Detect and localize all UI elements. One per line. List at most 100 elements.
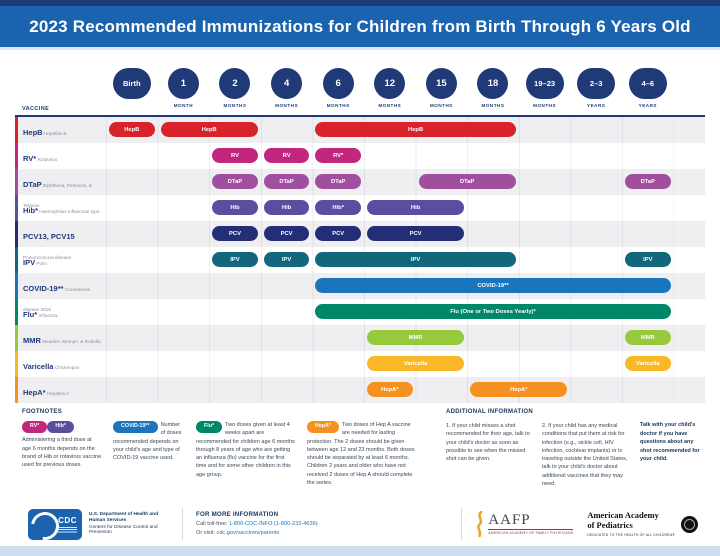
vaccine-bar: DTaP (212, 174, 258, 189)
vaccine-bar: PCV (263, 226, 310, 241)
age-column: 15 MONTHS (416, 68, 468, 108)
footnote-text: Two doses given at least 4 weeks apart a… (196, 422, 295, 478)
row-color-strip (15, 299, 18, 325)
cdc-line: Centers for Disease Control and Preventi… (89, 524, 158, 536)
vaccine-label: RV* Rotavirus (23, 147, 101, 167)
table-row: RV* Rotavirus RV RV RV* (15, 143, 705, 169)
more-info-heading: FOR MORE INFORMATION (196, 510, 279, 518)
vaccine-name: Flu* (23, 310, 38, 319)
age-circle: 4 (271, 68, 303, 99)
page-title: 2023 Recommended Immunizations for Child… (29, 16, 691, 36)
footnote-pill: COVID-19** (113, 421, 158, 434)
footnote-text: Two doses of Hep A vaccine are needed fo… (307, 422, 415, 486)
age-circle: 2–3 (577, 68, 616, 99)
vaccine-label: PCV13, PCV15 Pneumococcal disease (23, 225, 101, 265)
cdc-logo-text: CDC (58, 515, 77, 525)
row-color-strip (15, 351, 18, 377)
row-color-strip (15, 117, 18, 143)
age-circle: 19–23 (525, 68, 564, 99)
age-column: 19–23 MONTHS (519, 68, 571, 108)
aap-seal-icon (681, 515, 698, 533)
row-color-strip (15, 195, 18, 221)
age-sub-label: MONTH (173, 103, 194, 108)
footnote-item: RV* Hib* Administering a third dose at age… (22, 421, 102, 487)
vaccine-bar: Hib (367, 200, 465, 215)
vaccine-bar: HepA* (470, 382, 568, 397)
vaccine-bar: IPV (625, 252, 671, 267)
vaccine-bar: DTaP (418, 174, 516, 189)
vaccine-bar: IPV (212, 252, 258, 267)
aafp-tagline: AMERICAN ACADEMY OF FAMILY PHYSICIANS (488, 529, 574, 536)
table-row: IPV Polio IPV IPV IPV IPV (15, 247, 705, 273)
visit-prefix: Or visit: (196, 529, 217, 536)
cdc-vaccines-link[interactable]: cdc.gov/vaccines/parents (216, 529, 280, 536)
bottom-accent-strip (0, 546, 720, 556)
row-color-strip (15, 143, 18, 169)
vaccine-bar: Flu (One or Two Doses Yearly)* (315, 304, 671, 319)
row-color-strip (15, 325, 18, 351)
age-sub-label: YEARS (587, 103, 606, 108)
table-row: MMR Measles, Mumps, & Rubella MMR MMR (15, 325, 705, 351)
more-info: FOR MORE INFORMATION Call toll-free: 1-8… (196, 511, 318, 537)
vaccine-bar: Varicella (367, 356, 465, 371)
row-color-strip (15, 169, 18, 195)
vaccine-name: Varicella (23, 362, 54, 371)
doctor-advice-note: Talk with your child's doctor if you hav… (640, 422, 700, 463)
footnote-item: HepA* Two doses of Hep A vaccine are need… (307, 421, 419, 487)
row-color-strip (15, 247, 18, 273)
vaccine-disease: Coronavirus disease 2019 (23, 287, 91, 312)
visit-line: Or visit: cdc.gov/vaccines/parents (196, 529, 318, 538)
vaccine-label: MMR Measles, Mumps, & Rubella (23, 329, 101, 349)
cdc-emblem-icon (25, 506, 65, 545)
table-row: Hib* Haemophilus influenzae type bHibHib… (15, 195, 705, 234)
vaccine-name: IPV (23, 258, 36, 267)
table-row: HepB Hepatitis B HepB HepB HepB (15, 117, 705, 143)
age-column: 1 MONTH (158, 68, 210, 108)
cdc-info-phone-link[interactable]: 1-800-CDC-INFO (1-800-232-4636) (228, 520, 318, 527)
additional-info: ADDITIONAL INFORMATION 1. If your child … (446, 409, 628, 488)
age-column: 2 MONTHS (209, 68, 261, 108)
additional-info-item: 2. If your child has any medical conditi… (542, 423, 628, 487)
vaccine-label: Varicella Chickenpox (23, 355, 101, 375)
footer: CDC U.S. Department of Health and Human … (0, 502, 720, 546)
additional-info-columns: 1. If your child misses a shot recommend… (446, 422, 628, 488)
vaccine-disease: Rotavirus (36, 157, 58, 162)
aap-tagline: DEDICATED TO THE HEALTH OF ALL CHILDREN® (587, 532, 675, 537)
vaccine-bar: HepA* (367, 382, 413, 397)
vaccine-disease: Pneumococcal disease (23, 255, 72, 260)
footnote-pill: Flu* (196, 421, 223, 434)
footnote-pill: RV* (22, 421, 48, 434)
age-header: VACCINE Birth 1 MONTH 2 MONTHS 4 MONTHS 6 MONTHS… (15, 52, 705, 115)
vaccine-bar: Hib (263, 200, 310, 215)
footnotes-heading: FOOTNOTES (22, 409, 63, 415)
vaccine-bar: DTaP (625, 174, 671, 189)
age-circle: 12 (374, 68, 406, 99)
age-column: 4 MONTHS (261, 68, 313, 108)
vaccine-label: COVID-19** Coronavirus disease 2019 (23, 277, 101, 317)
vaccine-bar: DTaP (315, 174, 361, 189)
vaccine-bar: Hib* (315, 200, 361, 215)
age-column: 4–6 YEARS (622, 68, 674, 108)
vaccine-disease: Hepatitis B (42, 131, 67, 136)
vaccine-label: HepA* Hepatitis A (23, 381, 101, 401)
age-sub-label: MONTHS (429, 103, 453, 108)
vaccine-bar: MMR (367, 330, 465, 345)
footnotes-list: RV* Hib* Administering a third dose at age… (22, 421, 419, 487)
age-sub-label: MONTHS (533, 103, 557, 108)
vaccine-bar: RV (212, 148, 258, 163)
vaccine-bar: MMR (625, 330, 671, 345)
call-prefix: Call toll-free: (196, 520, 229, 527)
aap-name-line1: American Academy (587, 510, 659, 521)
row-color-strip (15, 377, 18, 403)
vaccine-name: MMR (23, 336, 41, 345)
vaccine-disease: Diphtheria, Pertussis, & Tetanus (23, 183, 92, 208)
aap-logo: American Academy of Pediatrics DEDICATED… (587, 510, 698, 537)
vaccine-label: HepB Hepatitis B (23, 121, 101, 141)
vaccine-label: DTaP Diphtheria, Pertussis, & Tetanus (23, 173, 101, 213)
vaccine-bar: IPV (263, 252, 310, 267)
vaccine-bar: DTaP (263, 174, 310, 189)
vaccine-column-header: VACCINE (22, 106, 50, 112)
vaccine-bar: Hib (212, 200, 258, 215)
vaccine-disease: Hepatitis A (45, 391, 70, 396)
